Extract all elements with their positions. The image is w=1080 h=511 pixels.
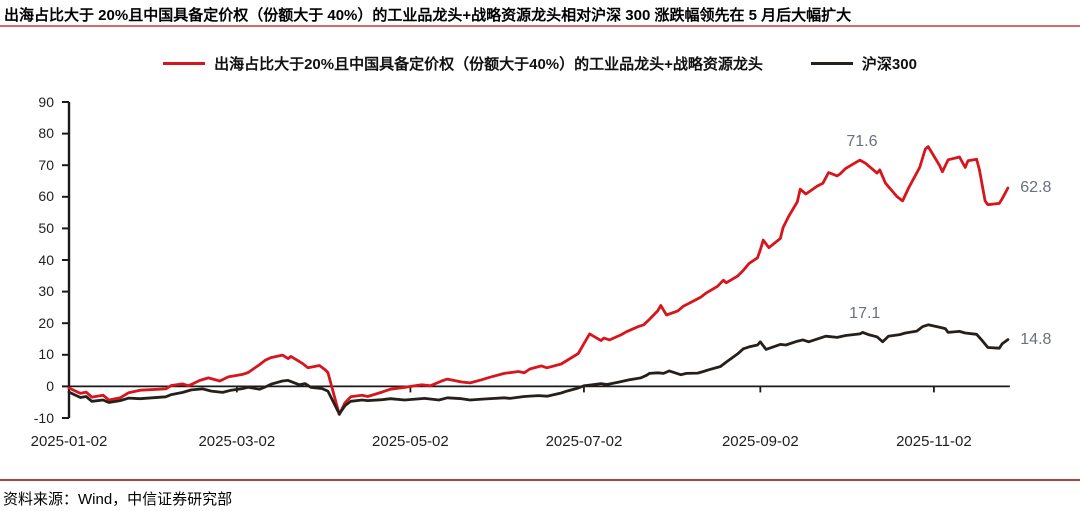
- page-title: 出海占比大于 20%且中国具备定价权（份额大于 40%）的工业品龙头+战略资源龙…: [4, 7, 852, 24]
- x-tick-label: 2025-11-02: [896, 433, 972, 450]
- y-tick-label: 30: [38, 283, 54, 300]
- x-tick-label: 2025-03-02: [198, 433, 276, 450]
- x-tick-label: 2025-01-02: [30, 433, 108, 450]
- series1-line: [67, 145, 1010, 416]
- legend-label-series1: 出海占比大于20%且中国具备定价权（份额大于40%）的工业品龙头+战略资源龙头: [214, 55, 763, 73]
- y-tick-label: 50: [38, 219, 54, 236]
- title-rule: [0, 25, 1080, 27]
- series1-line-swatch-icon: [163, 61, 206, 65]
- x-tick-label: 2025-09-02: [721, 433, 799, 450]
- y-tick-label: -10: [33, 409, 54, 426]
- legend-label-csi300: 沪深300: [861, 55, 917, 73]
- y-tick-label: 20: [38, 314, 54, 331]
- x-tick-label: 2025-07-02: [545, 433, 623, 450]
- series2-line: [67, 323, 1010, 416]
- y-tick-label: 80: [38, 125, 54, 142]
- data-point-label: 71.6: [846, 133, 878, 151]
- y-tick-label: 0: [46, 377, 54, 394]
- data-point-label: 62.8: [1020, 178, 1052, 196]
- data-point-label: 14.8: [1020, 330, 1052, 348]
- chart-legend: 出海占比大于20%且中国具备定价权（份额大于40%）的工业品龙头+战略资源龙头 …: [0, 52, 1080, 74]
- y-tick-label: 70: [38, 156, 54, 173]
- legend-item-series1: 出海占比大于20%且中国具备定价权（份额大于40%）的工业品龙头+战略资源龙头: [163, 53, 763, 74]
- source-note: 资料来源：Wind，中信证券研究部: [3, 491, 233, 508]
- y-tick-label: 40: [38, 251, 54, 268]
- series2-line-swatch-icon: [810, 61, 853, 65]
- y-tick-label: 60: [38, 188, 54, 205]
- footer-rule: [0, 479, 1080, 481]
- y-tick-label: 10: [38, 346, 54, 363]
- x-tick-label: 2025-05-02: [372, 433, 449, 450]
- y-tick-label: 90: [38, 93, 54, 110]
- legend-item-csi300: 沪深300: [810, 53, 917, 74]
- data-point-label: 17.1: [849, 305, 881, 323]
